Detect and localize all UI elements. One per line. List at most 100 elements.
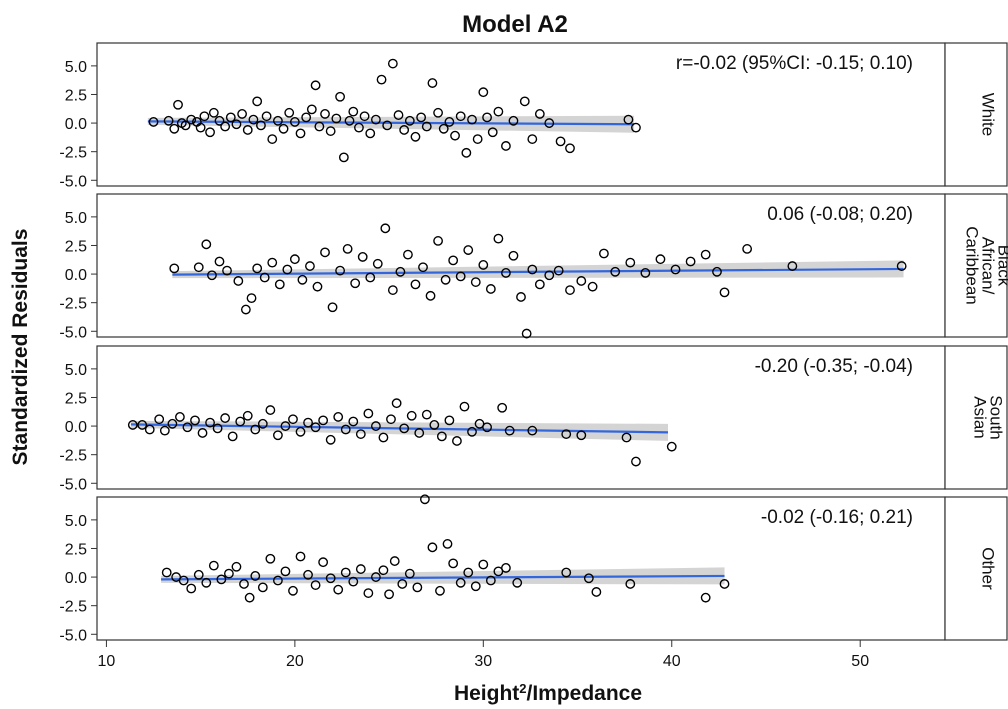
data-point xyxy=(295,128,306,139)
data-point xyxy=(314,121,325,132)
data-point xyxy=(455,111,466,122)
y-tick-label: -2.5 xyxy=(59,599,87,616)
data-point xyxy=(242,125,253,135)
data-point xyxy=(180,120,191,131)
data-point xyxy=(333,412,344,422)
data-point xyxy=(544,118,555,128)
data-point xyxy=(301,112,312,123)
data-point xyxy=(239,579,249,589)
data-point xyxy=(237,109,248,119)
data-point xyxy=(719,287,730,298)
data-point xyxy=(467,426,477,437)
data-point xyxy=(421,409,432,420)
data-point xyxy=(527,425,538,436)
data-point xyxy=(370,572,381,582)
data-point xyxy=(182,422,193,433)
facet-panel: -5.0 -2.5 0.0 2.5 5.0 0.06 (-0.08; 0.20) Black… xyxy=(59,193,1008,341)
data-point xyxy=(295,551,306,562)
data-point xyxy=(201,577,212,588)
data-point xyxy=(623,114,634,125)
data-point xyxy=(459,401,470,412)
data-point xyxy=(389,556,400,566)
correlation-annotation: -0.02 (-0.16; 0.21) xyxy=(761,507,913,528)
data-point xyxy=(450,130,460,141)
data-point xyxy=(289,254,300,265)
data-point xyxy=(386,414,396,425)
data-point xyxy=(178,575,189,586)
data-point xyxy=(220,121,231,132)
x-axis-title-main: Height xyxy=(454,682,519,705)
data-point xyxy=(348,416,359,427)
data-point xyxy=(534,279,545,290)
data-point xyxy=(335,265,345,276)
data-point xyxy=(478,87,489,98)
data-point xyxy=(216,574,227,585)
x-tick-label: 20 xyxy=(286,653,304,670)
y-tick-label: 0.0 xyxy=(65,116,87,133)
data-point xyxy=(325,573,336,584)
data-point xyxy=(306,104,317,115)
data-point xyxy=(438,123,449,134)
data-point xyxy=(599,248,609,259)
y-tick-label: 2.5 xyxy=(65,390,87,407)
data-point xyxy=(231,119,242,130)
data-point xyxy=(553,265,564,276)
facet-strip-label-line: Black xyxy=(995,245,1008,287)
correlation-annotation: r=-0.02 (95%CI: -0.15; 0.10) xyxy=(676,53,913,74)
data-point xyxy=(224,568,234,579)
data-point xyxy=(493,106,504,117)
data-point xyxy=(391,398,402,409)
data-point xyxy=(666,441,677,452)
x-tick-label: 40 xyxy=(663,653,681,670)
data-point xyxy=(242,410,253,421)
data-point xyxy=(197,428,208,438)
data-point xyxy=(365,128,376,139)
data-point xyxy=(208,560,219,571)
facet-strip-label-line: Asian xyxy=(971,396,990,439)
data-point xyxy=(504,425,515,436)
x-axis-title-rest: /Impedance xyxy=(527,682,643,705)
data-point xyxy=(376,74,387,85)
data-point xyxy=(444,415,455,426)
data-point xyxy=(252,263,263,274)
facet-strip xyxy=(944,193,1008,338)
data-point xyxy=(406,410,417,421)
data-point xyxy=(427,542,438,553)
data-point xyxy=(421,121,432,132)
data-point xyxy=(565,285,575,295)
data-point xyxy=(470,277,481,287)
data-point xyxy=(273,575,283,586)
data-point xyxy=(534,109,545,119)
data-point xyxy=(348,106,359,117)
data-point xyxy=(448,558,459,569)
x-axis-title: Height2/Impedance xyxy=(454,681,642,706)
data-point xyxy=(252,96,263,107)
data-point xyxy=(384,589,394,600)
data-point xyxy=(310,80,321,91)
data-point xyxy=(501,563,511,573)
data-point xyxy=(363,588,374,598)
data-point xyxy=(591,587,602,597)
data-point xyxy=(312,281,323,292)
y-tick-label: 2.5 xyxy=(65,87,87,104)
data-point xyxy=(501,141,511,151)
data-point xyxy=(482,422,492,433)
data-point xyxy=(288,414,298,425)
facet-strip-label-line: African/ xyxy=(979,237,998,295)
facet-panel: -5.0 -2.5 0.0 2.5 5.0 r=-0.02 (95%CI: -0.15; … xyxy=(59,42,1008,190)
y-tick-label: 0.0 xyxy=(65,267,87,284)
data-point xyxy=(387,58,398,69)
data-point xyxy=(259,272,270,283)
data-point xyxy=(412,582,423,593)
data-point xyxy=(233,276,244,286)
y-tick-label: 5.0 xyxy=(65,513,87,530)
data-point xyxy=(544,270,555,281)
data-point xyxy=(501,268,511,278)
data-point xyxy=(340,424,351,435)
data-point xyxy=(201,239,212,250)
facet-strip-label: White xyxy=(979,93,998,136)
data-point xyxy=(267,134,278,144)
data-point xyxy=(587,281,598,292)
data-point xyxy=(478,559,489,570)
